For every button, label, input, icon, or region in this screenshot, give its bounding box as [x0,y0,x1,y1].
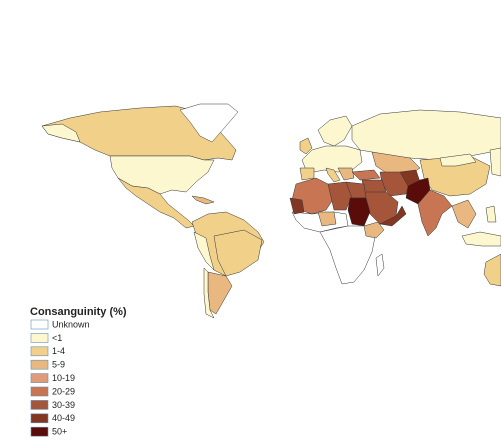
balkans [337,167,355,181]
australia [483,253,501,287]
east-asia [489,147,501,177]
caribbean [191,195,215,205]
legend-label: 50+ [52,427,67,437]
uk [299,137,313,155]
iberia [299,167,315,181]
mongolia [439,153,477,167]
legend-label: <1 [52,333,62,343]
nigeria [317,211,337,227]
chile [203,267,215,319]
legend-label: 10-19 [52,373,75,383]
brazil [213,229,263,277]
legend-label: Unknown [52,319,90,329]
alaska [41,123,81,143]
legend-swatch [30,413,49,424]
legend-swatch [30,400,49,410]
legend-swatch [30,359,49,370]
legend-label: 20-29 [52,386,75,396]
legend-label: 30-39 [52,400,75,410]
indonesia [461,231,501,247]
legend-title: Consanguinity (%) [30,306,127,318]
madagascar [375,253,385,277]
legend-label: 5-9 [52,360,65,370]
sudan [347,197,371,227]
oman-yemen [379,205,407,227]
legend-swatch [30,333,49,343]
legend-label: 40-49 [52,413,75,423]
peru [193,231,215,271]
philippines [485,205,497,223]
legend-swatch [30,386,49,397]
india [417,189,453,237]
mauritania [289,197,305,215]
legend-swatch [30,346,49,357]
italy [325,167,341,183]
canada [41,105,237,161]
legend-swatch [30,373,49,383]
legend-swatch [30,319,49,330]
scandinavia [317,115,353,147]
world-map [41,103,501,319]
turkey [351,169,381,181]
southeast-asia [451,199,477,229]
legend-label: 1-4 [52,346,65,356]
usa [109,155,215,195]
argentina [207,271,233,315]
legend-swatch [30,426,49,437]
central-africa [319,225,377,285]
greenland [179,103,239,143]
legend: Consanguinity (%) Unknown <1 1-4 5-9 10-19 20… [30,306,127,437]
ethiopia [363,221,385,239]
